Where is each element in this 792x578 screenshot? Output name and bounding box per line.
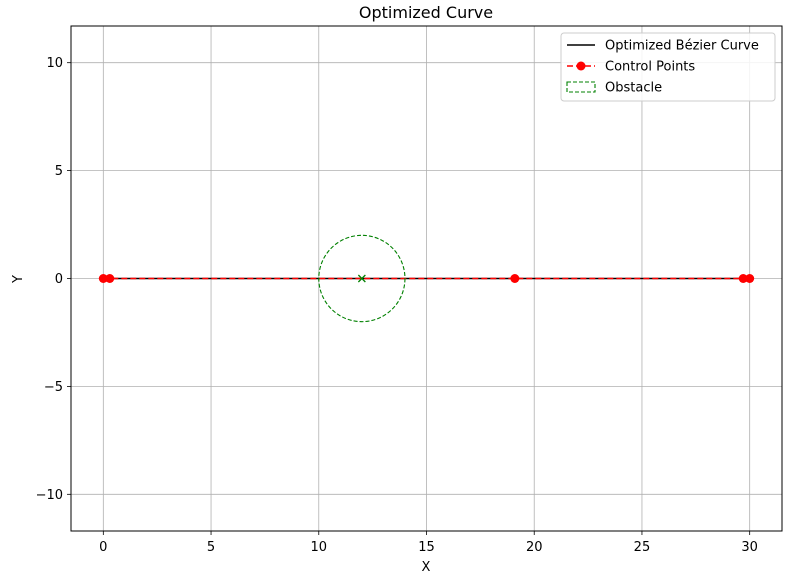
- control-point-marker: [745, 274, 755, 283]
- control-point-marker: [510, 274, 520, 283]
- legend-obstacle-handle: [566, 81, 596, 93]
- legend-control-label: Control Points: [605, 60, 695, 75]
- y-tick-label: −10: [36, 488, 63, 503]
- y-tick-label: 10: [46, 56, 63, 71]
- control-point-marker: [98, 274, 108, 283]
- x-tick-label: 25: [634, 540, 651, 555]
- y-axis-ticks: −10 −5 0 5 10: [36, 56, 71, 503]
- x-axis-label: X: [422, 560, 431, 575]
- obstacle-circle: [318, 234, 406, 323]
- legend: Optimized Bézier Curve Control Points Obst…: [560, 32, 776, 102]
- x-axis-ticks: 0 5 10 15 20 25 30: [99, 531, 758, 555]
- y-axis-label: Y: [11, 275, 26, 284]
- control-point-marker: [738, 274, 748, 283]
- x-tick-label: 15: [418, 540, 435, 555]
- chart-title: Optimized Curve: [359, 3, 493, 22]
- y-tick-label: −5: [44, 380, 63, 395]
- y-tick-label: 5: [55, 164, 63, 179]
- x-tick-label: 5: [207, 540, 215, 555]
- x-tick-label: 30: [741, 540, 758, 555]
- obstacle-center-marker: [357, 274, 366, 283]
- plot-area: [98, 234, 755, 323]
- x-tick-label: 20: [526, 540, 543, 555]
- x-tick-label: 0: [99, 540, 107, 555]
- y-tick-label: 0: [55, 272, 63, 287]
- legend-bezier-label: Optimized Bézier Curve: [605, 39, 759, 54]
- control-point-marker: [105, 274, 115, 283]
- legend-control-marker: [576, 61, 586, 71]
- legend-obstacle-label: Obstacle: [605, 81, 662, 96]
- x-tick-label: 10: [310, 540, 327, 555]
- legend-box: [560, 32, 776, 102]
